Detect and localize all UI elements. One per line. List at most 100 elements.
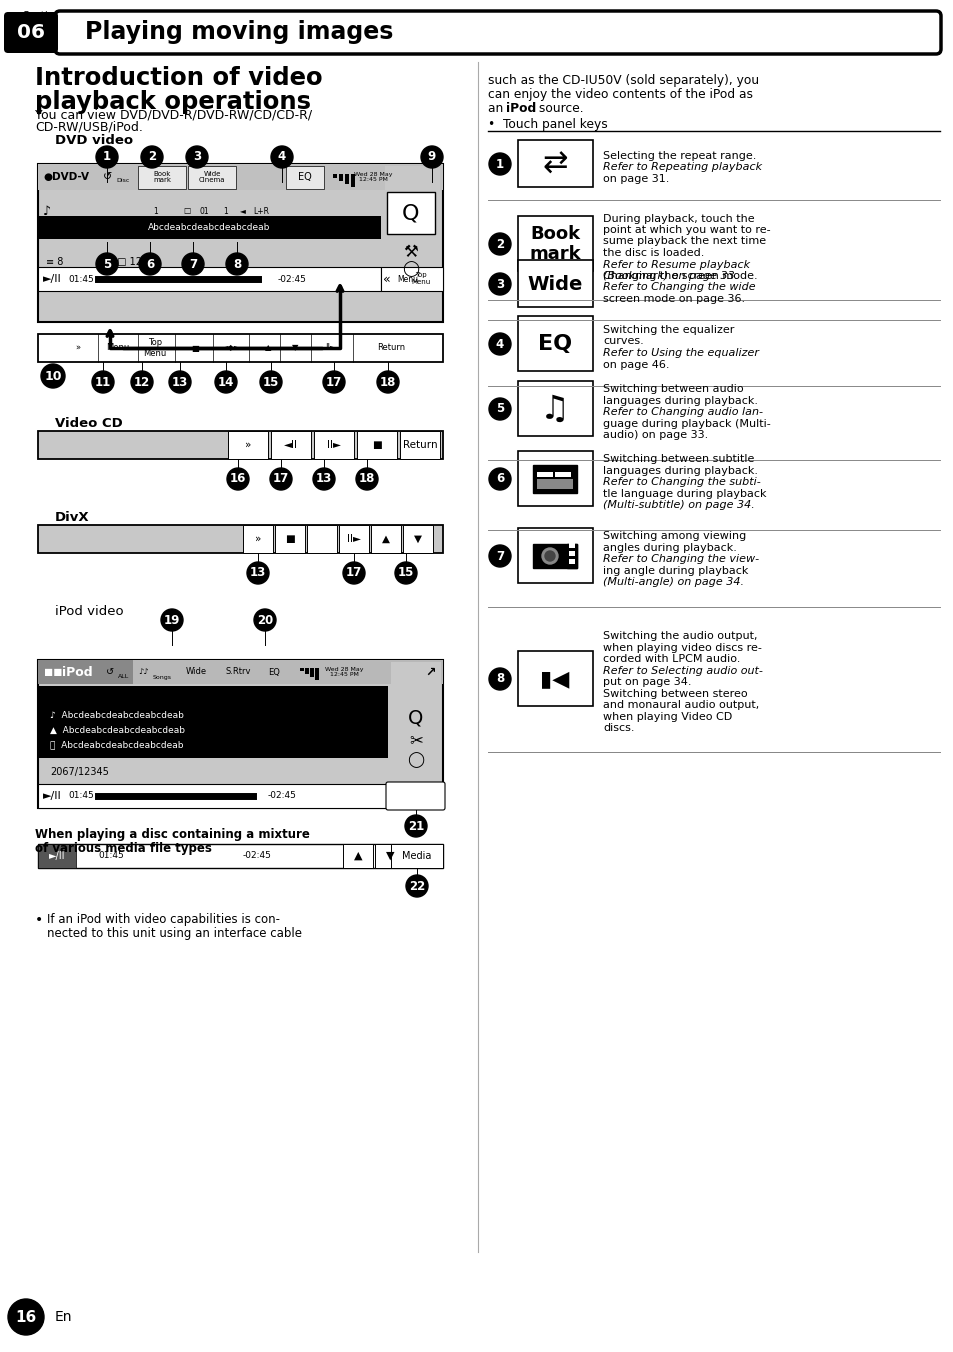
Bar <box>402 525 433 553</box>
Text: on page 31.: on page 31. <box>602 174 669 184</box>
Text: point at which you want to re-: point at which you want to re- <box>602 224 770 235</box>
Bar <box>38 784 388 808</box>
Text: ▲: ▲ <box>381 534 390 544</box>
Text: 19: 19 <box>164 614 180 626</box>
Text: If an iPod with video capabilities is con-: If an iPod with video capabilities is co… <box>47 913 280 926</box>
Text: 9: 9 <box>428 150 436 164</box>
Text: Menu: Menu <box>396 274 417 284</box>
Bar <box>38 660 132 684</box>
Text: II►: II► <box>347 534 360 544</box>
Circle shape <box>544 552 555 561</box>
Circle shape <box>355 468 377 489</box>
Text: »: » <box>245 439 251 450</box>
Circle shape <box>489 668 511 690</box>
Text: ●DVD-V: ●DVD-V <box>43 172 89 183</box>
Text: ALL: ALL <box>118 675 129 680</box>
Text: ◄: ◄ <box>240 207 246 215</box>
Text: when playing video discs re-: when playing video discs re- <box>602 642 761 653</box>
FancyBboxPatch shape <box>4 12 58 53</box>
Text: 4: 4 <box>277 150 286 164</box>
Circle shape <box>313 468 335 489</box>
Text: (Multi-subtitle) on page 34.: (Multi-subtitle) on page 34. <box>602 500 754 510</box>
Text: II►: II► <box>325 343 336 353</box>
Text: 7: 7 <box>496 549 503 562</box>
Circle shape <box>91 370 113 393</box>
Text: Wide
Cinema: Wide Cinema <box>198 170 225 184</box>
Text: ⇄: ⇄ <box>541 150 567 178</box>
Text: sume playback the next time: sume playback the next time <box>602 237 765 246</box>
Text: 21: 21 <box>408 819 424 833</box>
FancyBboxPatch shape <box>286 166 324 189</box>
Text: ♪♪: ♪♪ <box>138 668 149 676</box>
Text: ◯: ◯ <box>407 752 424 768</box>
Circle shape <box>247 562 269 584</box>
Text: Video CD: Video CD <box>55 416 123 430</box>
Text: source.: source. <box>535 101 583 115</box>
Circle shape <box>489 333 511 356</box>
Text: Songs: Songs <box>152 675 172 680</box>
Circle shape <box>260 370 282 393</box>
Text: You can view DVD/DVD-R/DVD-RW/CD/CD-R/: You can view DVD/DVD-R/DVD-RW/CD/CD-R/ <box>35 110 312 122</box>
Text: ►/II: ►/II <box>49 850 65 861</box>
Text: 17: 17 <box>273 472 289 485</box>
Bar <box>310 668 314 677</box>
Circle shape <box>489 397 511 420</box>
Text: Q: Q <box>408 708 423 727</box>
Text: ◼◼: ◼◼ <box>44 667 63 677</box>
Text: 01:45: 01:45 <box>98 852 124 860</box>
Bar <box>38 844 76 868</box>
Text: 1: 1 <box>152 207 157 215</box>
Circle shape <box>227 468 249 489</box>
Text: Refer to Repeating playback: Refer to Repeating playback <box>602 162 761 172</box>
Text: EQ: EQ <box>537 334 572 354</box>
Text: ≡ 8: ≡ 8 <box>46 257 63 266</box>
Circle shape <box>406 875 428 896</box>
Text: ♪  Abcdeabcdeabcdeabcdeab: ♪ Abcdeabcdeabcdeabcdeab <box>50 711 184 719</box>
Text: Top
Menu: Top Menu <box>143 338 167 358</box>
Text: 6: 6 <box>496 472 503 485</box>
Text: ▲: ▲ <box>354 850 362 861</box>
Circle shape <box>395 562 416 584</box>
Circle shape <box>489 545 511 566</box>
Text: ◄◆►: ◄◆► <box>222 343 241 353</box>
FancyBboxPatch shape <box>386 781 444 810</box>
Text: languages during playback.: languages during playback. <box>602 465 758 476</box>
Bar <box>517 316 593 370</box>
Text: 18: 18 <box>379 376 395 388</box>
Text: Refer to Changing audio lan-: Refer to Changing audio lan- <box>602 407 762 418</box>
Bar <box>517 216 593 270</box>
Text: Playing moving images: Playing moving images <box>85 20 393 45</box>
Bar <box>568 552 575 556</box>
FancyBboxPatch shape <box>55 11 940 54</box>
Text: 1: 1 <box>103 150 111 164</box>
Circle shape <box>139 253 161 274</box>
Text: playback operations: playback operations <box>35 91 311 114</box>
Circle shape <box>41 364 65 388</box>
Text: (Bookmark) on page 33.: (Bookmark) on page 33. <box>602 270 738 281</box>
Text: -02:45: -02:45 <box>243 852 272 860</box>
Text: ▼: ▼ <box>292 343 298 353</box>
Text: 3: 3 <box>496 277 503 291</box>
Text: 2: 2 <box>148 150 156 164</box>
Bar <box>271 431 311 458</box>
Bar <box>517 452 593 506</box>
Circle shape <box>141 146 163 168</box>
Bar <box>533 465 577 493</box>
Bar <box>375 844 405 868</box>
Text: ▲: ▲ <box>265 343 271 353</box>
Text: Refer to Selecting audio out-: Refer to Selecting audio out- <box>602 665 762 676</box>
Text: Q: Q <box>402 203 419 223</box>
Text: ↗: ↗ <box>425 665 436 679</box>
Bar <box>385 166 439 243</box>
Text: Switching between subtitle: Switching between subtitle <box>602 454 754 464</box>
Text: 5: 5 <box>496 403 503 415</box>
Text: EQ: EQ <box>297 172 312 183</box>
Text: •: • <box>35 913 43 927</box>
Bar <box>38 164 442 322</box>
Circle shape <box>541 548 558 564</box>
Bar <box>537 479 573 489</box>
Text: can enjoy the video contents of the iPod as: can enjoy the video contents of the iPod… <box>488 88 752 101</box>
Bar <box>38 164 442 191</box>
Text: 12: 12 <box>133 376 150 388</box>
Text: En: En <box>55 1310 72 1324</box>
